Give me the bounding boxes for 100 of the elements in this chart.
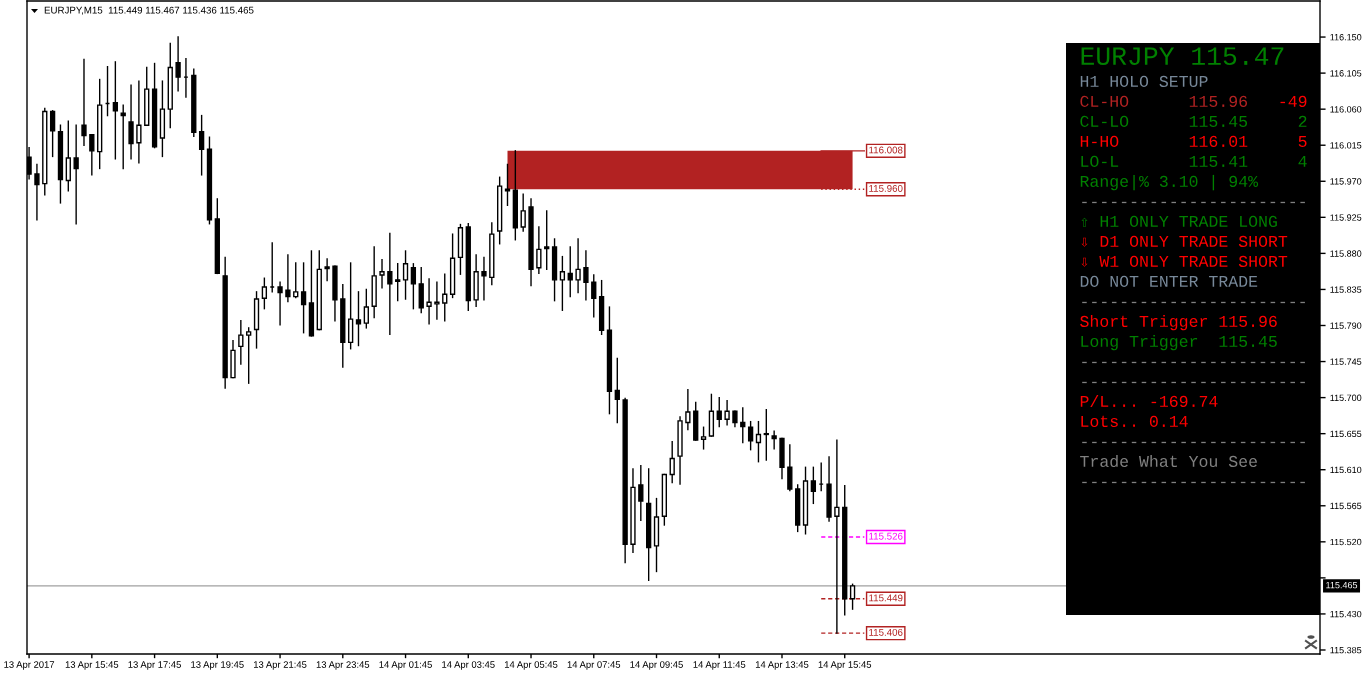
x-tick-label: 13 Apr 2017 [4, 661, 55, 670]
y-tick-label: 116.105 [1330, 70, 1362, 77]
ref-line-label: 115.465 [1326, 581, 1358, 589]
candlestick [810, 466, 817, 505]
y-tick-label: 115.655 [1330, 430, 1362, 438]
annotation: DO NOT ENTER TRADE [1080, 275, 1258, 288]
candlestick [285, 254, 291, 303]
annotation: ⇩ D1 ONLY TRADE SHORT [1081, 235, 1288, 248]
candlestick [716, 396, 722, 428]
candlestick [700, 426, 707, 450]
annotation: CL-LO [1080, 115, 1129, 128]
annotation: H-HO [1080, 135, 1119, 148]
y-tick-label: 116.150 [1330, 34, 1362, 41]
annotation: ----------------------- [1082, 441, 1305, 444]
candlestick [724, 400, 730, 426]
candlestick [81, 58, 87, 146]
y-tick-label: 115.385 [1330, 646, 1362, 654]
candlestick [442, 273, 448, 322]
candlestick [567, 246, 573, 298]
candlestick [434, 281, 440, 320]
annotation: P/L... -169.74 [1080, 394, 1218, 408]
candlestick [747, 420, 754, 451]
annotation: ----------------------- [1082, 481, 1305, 484]
candlestick [387, 232, 393, 336]
candlestick [638, 465, 644, 521]
annotation: 116.01 [1189, 135, 1248, 148]
candlestick [300, 262, 307, 334]
annotation: 115.96 [1189, 95, 1248, 108]
candlestick [685, 388, 691, 431]
candlestick [379, 259, 385, 289]
annotation: 4 [1298, 155, 1307, 167]
candlestick [112, 61, 119, 160]
candlestick [544, 210, 550, 271]
candlestick [755, 420, 762, 463]
candlestick [614, 357, 620, 424]
annotation: ⇩ W1 ONLY TRADE SHORT [1081, 255, 1288, 268]
candlestick [246, 327, 252, 384]
ref-line-label: 115.526 [869, 532, 903, 540]
y-tick-label: 116.060 [1330, 106, 1362, 113]
x-tick-label: 14 Apr 11:45 [693, 661, 746, 670]
ref-line-label: 115.960 [869, 185, 903, 192]
x-tick-label: 14 Apr 15:45 [818, 661, 872, 670]
y-tick-label: 115.610 [1330, 466, 1362, 474]
candlestick [355, 291, 362, 347]
candlestick [136, 80, 142, 164]
candlestick [520, 193, 526, 232]
candlestick [277, 281, 283, 326]
annotation: -49 [1280, 95, 1307, 108]
candlestick [34, 163, 40, 221]
candlestick [787, 444, 793, 492]
x-tick-label: 13 Apr 23:45 [316, 661, 370, 670]
candlestick [771, 430, 777, 450]
candlestick [559, 255, 566, 311]
candlestick [89, 134, 95, 176]
text: EURJPY,M15 115.449 115.467 115.436 115.465 [44, 6, 254, 15]
annotation: Lots.. 0.14 [1081, 415, 1188, 428]
y-tick-label: 116.015 [1330, 142, 1362, 149]
annotation: EURJPY 115.47 [1081, 47, 1284, 66]
candlestick [120, 104, 126, 170]
ref-line-label: 115.406 [869, 628, 903, 636]
x-tick-label: 13 Apr 21:45 [254, 661, 307, 670]
candlestick [504, 163, 511, 207]
y-tick-label: 115.835 [1330, 286, 1362, 293]
x-tick-label: 14 Apr 03:45 [442, 661, 495, 670]
annotation: 2 [1298, 115, 1307, 127]
annotation: ----------------------- [1082, 381, 1305, 384]
candlestick [65, 120, 71, 192]
y-tick-label: 115.970 [1330, 178, 1362, 185]
y-tick-label: 115.520 [1330, 538, 1362, 546]
y-tick-label: 115.430 [1330, 610, 1362, 618]
candlestick [740, 407, 746, 444]
candlestick [481, 256, 487, 301]
candlestick [198, 114, 205, 176]
x-tick-label: 14 Apr 05:45 [504, 661, 558, 670]
x-tick-label: 14 Apr 09:45 [630, 661, 683, 670]
annotation: LO-L [1081, 155, 1119, 168]
candlestick [591, 274, 597, 318]
annotation: ----------------------- [1082, 201, 1305, 204]
candlestick [175, 36, 181, 92]
annotation: ----------------------- [1082, 361, 1305, 364]
candlestick [410, 263, 417, 310]
x-tick-label: 13 Apr 17:45 [128, 661, 181, 670]
annotation: 5 [1298, 135, 1307, 148]
annotation: ⇧ H1 ONLY TRADE LONG [1081, 215, 1277, 228]
candlestick [49, 110, 56, 158]
annotation: CL-HO [1080, 95, 1129, 108]
candlestick [347, 262, 354, 350]
candlestick [426, 278, 432, 325]
ref-line-label: 116.008 [869, 146, 903, 154]
y-tick-label: 115.700 [1330, 394, 1362, 401]
y-tick-label: 115.925 [1330, 214, 1362, 221]
annotation: Trade What You See [1080, 454, 1257, 468]
candlestick [73, 124, 79, 225]
ref-line-label: 115.449 [869, 594, 903, 602]
y-tick-label: 115.880 [1330, 250, 1362, 257]
candlestick [849, 583, 856, 610]
x-tick-label: 13 Apr 19:45 [191, 661, 244, 670]
y-tick-label: 115.565 [1330, 502, 1362, 510]
annotation: ----------------------- [1082, 301, 1305, 304]
x-tick-label: 14 Apr 07:45 [567, 661, 621, 670]
